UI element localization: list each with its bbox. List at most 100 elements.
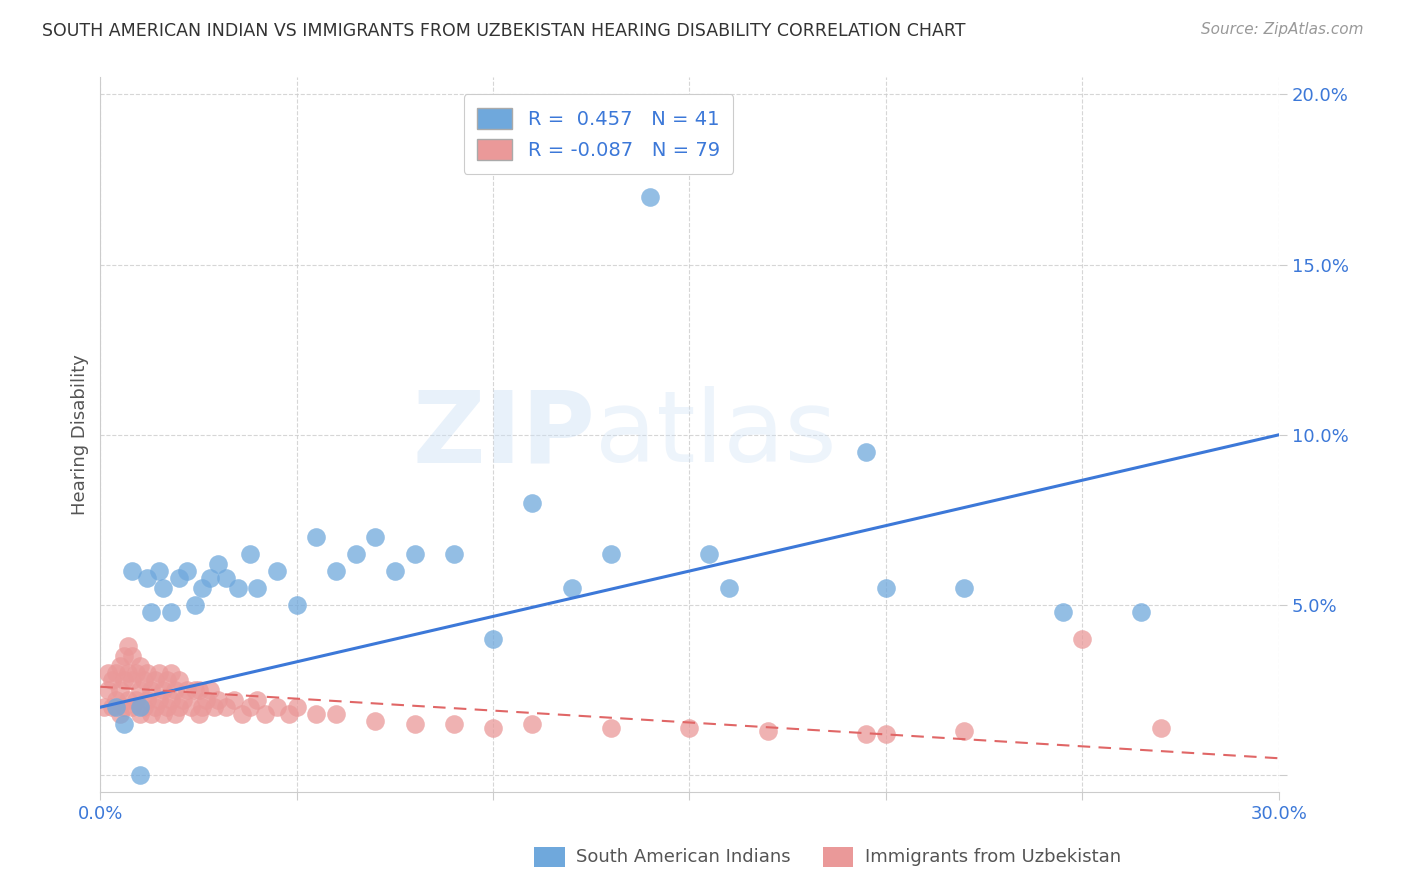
Point: [231, 706, 253, 721]
Point: [163, 683, 186, 698]
Point: [1071, 632, 1094, 646]
Point: [1130, 605, 1153, 619]
Point: [160, 666, 183, 681]
Point: [305, 530, 328, 544]
Point: [167, 673, 190, 687]
Point: [132, 673, 155, 687]
Point: [167, 700, 190, 714]
Point: [108, 706, 131, 721]
Point: [108, 683, 131, 698]
Point: [156, 673, 179, 687]
Point: [183, 683, 205, 698]
Point: [176, 564, 198, 578]
Point: [305, 706, 328, 721]
Point: [875, 581, 897, 595]
Point: [522, 496, 544, 510]
Point: [121, 564, 143, 578]
Point: [167, 571, 190, 585]
Point: [112, 700, 135, 714]
Text: South American Indians: South American Indians: [576, 848, 792, 866]
Point: [176, 683, 198, 698]
Point: [105, 666, 128, 681]
Point: [717, 581, 740, 595]
Point: [121, 649, 143, 664]
Point: [756, 724, 779, 739]
Point: [163, 706, 186, 721]
Point: [117, 639, 139, 653]
Point: [152, 683, 174, 698]
Point: [246, 693, 269, 707]
Point: [148, 564, 170, 578]
Point: [855, 727, 877, 741]
Point: [222, 693, 245, 707]
Point: [156, 700, 179, 714]
Point: [141, 605, 163, 619]
Point: [246, 581, 269, 595]
Y-axis label: Hearing Disability: Hearing Disability: [72, 354, 89, 516]
Point: [132, 700, 155, 714]
Point: [277, 706, 299, 721]
Point: [482, 632, 505, 646]
Point: [128, 683, 150, 698]
Point: [172, 693, 194, 707]
Point: [202, 700, 225, 714]
Point: [697, 547, 720, 561]
Point: [160, 693, 183, 707]
Point: [187, 706, 209, 721]
Text: Source: ZipAtlas.com: Source: ZipAtlas.com: [1201, 22, 1364, 37]
Point: [953, 724, 976, 739]
Text: atlas: atlas: [595, 386, 837, 483]
Point: [239, 547, 262, 561]
Point: [344, 547, 367, 561]
Point: [200, 683, 222, 698]
Point: [364, 714, 387, 728]
Point: [117, 666, 139, 681]
Point: [215, 700, 238, 714]
Point: [180, 700, 202, 714]
Point: [136, 693, 159, 707]
Point: [125, 693, 148, 707]
Point: [93, 700, 115, 714]
Point: [266, 700, 288, 714]
Legend: R =  0.457   N = 41, R = -0.087   N = 79: R = 0.457 N = 41, R = -0.087 N = 79: [464, 95, 734, 174]
Point: [101, 700, 124, 714]
Point: [600, 547, 623, 561]
Point: [97, 666, 120, 681]
Point: [143, 673, 166, 687]
Text: SOUTH AMERICAN INDIAN VS IMMIGRANTS FROM UZBEKISTAN HEARING DISABILITY CORRELATI: SOUTH AMERICAN INDIAN VS IMMIGRANTS FROM…: [42, 22, 966, 40]
Point: [1150, 721, 1173, 735]
Point: [384, 564, 406, 578]
Point: [97, 683, 120, 698]
Point: [128, 706, 150, 721]
Point: [239, 700, 262, 714]
Text: Immigrants from Uzbekistan: Immigrants from Uzbekistan: [865, 848, 1121, 866]
Point: [404, 717, 426, 731]
Point: [101, 673, 124, 687]
Text: ZIP: ZIP: [412, 386, 595, 483]
Point: [108, 659, 131, 673]
Point: [136, 571, 159, 585]
Point: [105, 700, 128, 714]
Point: [128, 768, 150, 782]
Point: [875, 727, 897, 741]
Point: [522, 717, 544, 731]
Point: [148, 666, 170, 681]
Point: [128, 659, 150, 673]
Point: [638, 189, 661, 203]
Point: [325, 706, 347, 721]
Point: [141, 683, 163, 698]
Point: [285, 700, 308, 714]
Point: [678, 721, 700, 735]
Point: [443, 717, 465, 731]
Point: [121, 673, 143, 687]
Point: [254, 706, 277, 721]
Point: [215, 571, 238, 585]
Point: [207, 693, 229, 707]
Point: [443, 547, 465, 561]
Point: [152, 581, 174, 595]
Point: [266, 564, 288, 578]
Point: [141, 706, 163, 721]
Point: [855, 445, 877, 459]
Point: [136, 666, 159, 681]
Point: [191, 581, 214, 595]
